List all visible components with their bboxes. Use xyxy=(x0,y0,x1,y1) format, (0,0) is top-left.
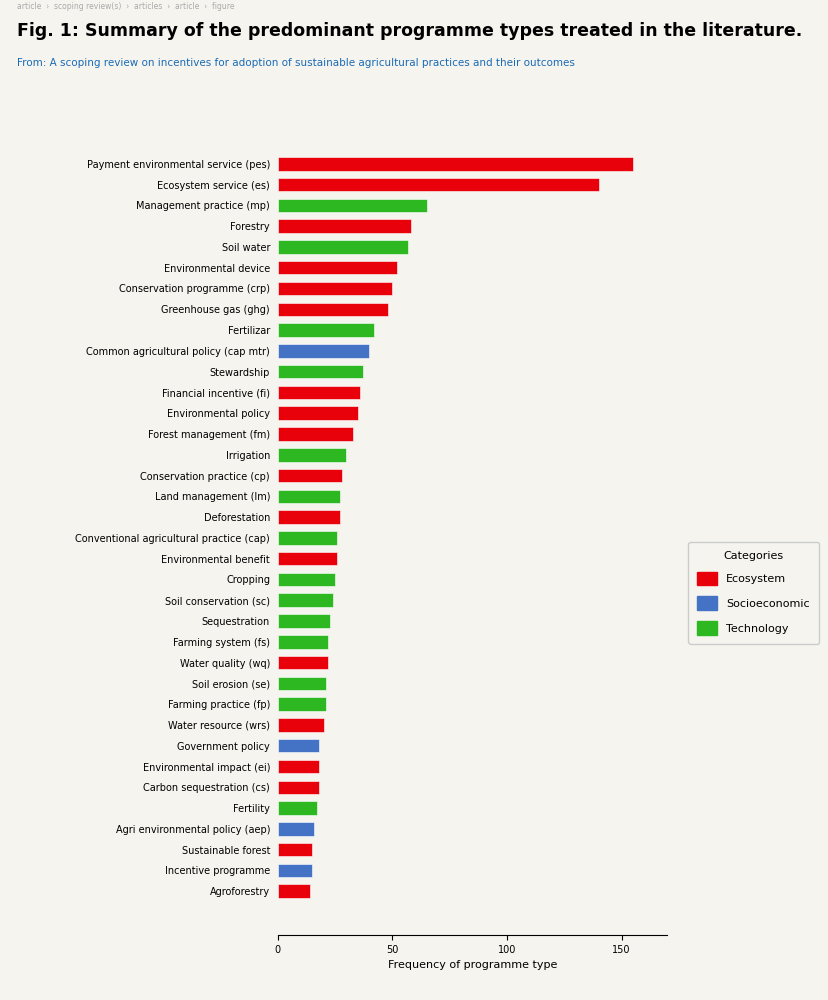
X-axis label: Frequency of programme type: Frequency of programme type xyxy=(388,960,556,970)
Bar xyxy=(277,781,319,794)
Bar xyxy=(277,760,319,773)
Bar xyxy=(277,801,316,815)
Bar xyxy=(277,386,360,399)
Text: Fig. 1: Summary of the predominant programme types treated in the literature.: Fig. 1: Summary of the predominant progr… xyxy=(17,22,801,40)
Bar xyxy=(277,843,311,856)
Bar xyxy=(277,448,346,462)
Bar xyxy=(277,531,337,545)
Bar xyxy=(277,718,323,732)
Bar xyxy=(277,593,332,607)
Bar xyxy=(277,303,388,316)
Bar xyxy=(277,365,362,378)
Bar xyxy=(277,635,328,649)
Bar xyxy=(277,822,314,836)
Bar xyxy=(277,697,325,711)
Bar xyxy=(277,344,369,358)
Legend: Ecosystem, Socioeconomic, Technology: Ecosystem, Socioeconomic, Technology xyxy=(688,542,818,644)
Bar xyxy=(277,490,339,503)
Bar xyxy=(277,614,330,628)
Bar xyxy=(277,240,408,254)
Bar xyxy=(277,573,335,586)
Bar xyxy=(277,864,311,877)
Bar xyxy=(277,282,392,295)
Bar xyxy=(277,884,310,898)
Text: From: A scoping review on incentives for adoption of sustainable agricultural pr: From: A scoping review on incentives for… xyxy=(17,58,574,68)
Bar xyxy=(277,677,325,690)
Bar xyxy=(277,199,426,212)
Text: article  ›  scoping review(s)  ›  articles  ›  article  ›  figure: article › scoping review(s) › articles ›… xyxy=(17,2,233,11)
Bar xyxy=(277,406,358,420)
Bar xyxy=(277,427,353,441)
Bar xyxy=(277,178,598,191)
Bar xyxy=(277,656,328,669)
Bar xyxy=(277,157,633,171)
Bar xyxy=(277,469,341,482)
Bar xyxy=(277,739,319,752)
Bar xyxy=(277,323,373,337)
Bar xyxy=(277,552,337,565)
Bar xyxy=(277,261,397,274)
Bar xyxy=(277,510,339,524)
Bar xyxy=(277,219,410,233)
